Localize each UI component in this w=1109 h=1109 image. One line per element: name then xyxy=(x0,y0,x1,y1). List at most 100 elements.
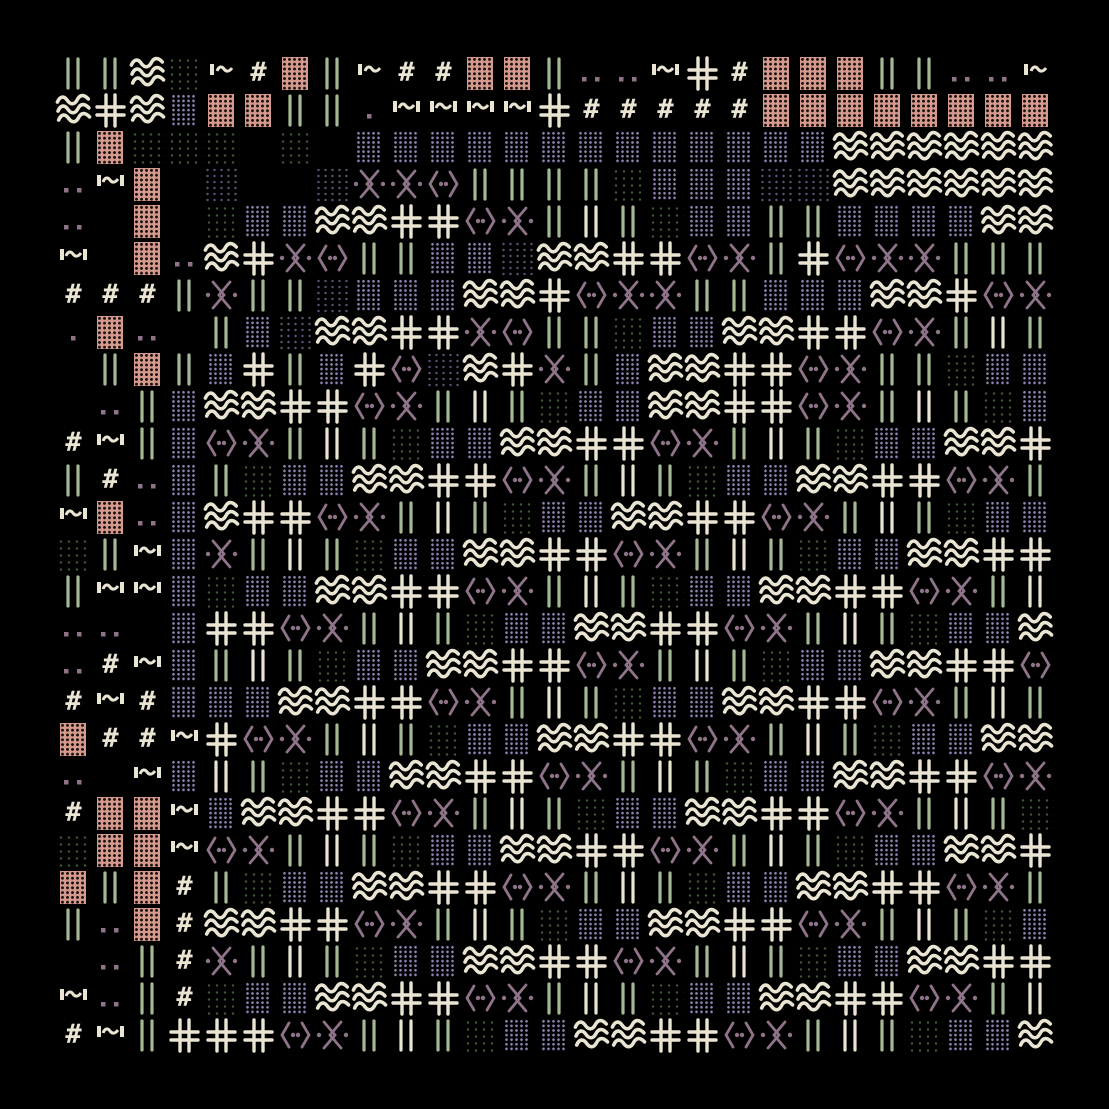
bars-glyph-green xyxy=(684,277,721,314)
dotted-block-purple xyxy=(684,684,721,721)
angle-x-glyph xyxy=(906,684,943,721)
dotted-block-purple xyxy=(980,499,1017,536)
bars-glyph-green xyxy=(277,832,314,869)
hash-cross-glyph xyxy=(240,610,277,647)
bars-glyph-cream xyxy=(462,388,499,425)
hash-cross-glyph xyxy=(92,92,129,129)
bars-glyph-green xyxy=(906,795,943,832)
angle-brackets-glyph xyxy=(869,684,906,721)
wave-glyph xyxy=(721,684,758,721)
dotted-block-pink xyxy=(203,92,240,129)
wave-glyph xyxy=(906,943,943,980)
bars-glyph-green xyxy=(203,869,240,906)
dotted-block-pink xyxy=(499,55,536,92)
wave-glyph xyxy=(943,832,980,869)
wave-glyph xyxy=(1017,203,1054,240)
dotted-block-purple xyxy=(277,462,314,499)
wave-glyph xyxy=(499,425,536,462)
bars-glyph-green xyxy=(462,499,499,536)
bars-glyph-cream xyxy=(758,832,795,869)
dotted-block-purple xyxy=(425,129,462,166)
dotted-block-purple xyxy=(277,980,314,1017)
wave-glyph xyxy=(314,314,351,351)
bars-glyph-green xyxy=(55,573,92,610)
dotted-block-purple xyxy=(869,536,906,573)
dotted-block-pink xyxy=(869,92,906,129)
quote-tilde-quote xyxy=(129,647,166,684)
hash-cross-glyph xyxy=(240,240,277,277)
bars-glyph-green xyxy=(314,55,351,92)
angle-x-glyph xyxy=(573,758,610,795)
wave-glyph xyxy=(721,314,758,351)
hash-cross-glyph xyxy=(758,795,795,832)
bars-glyph-green xyxy=(462,795,499,832)
dotfield-green xyxy=(647,203,684,240)
angle-brackets-glyph xyxy=(240,721,277,758)
angle-x-glyph xyxy=(388,166,425,203)
dotted-block-pink xyxy=(92,129,129,166)
dotted-block-pink xyxy=(277,55,314,92)
angle-x-glyph xyxy=(314,1017,351,1054)
bars-glyph-green xyxy=(1017,684,1054,721)
dotted-block-purple xyxy=(425,536,462,573)
dotted-block-purple xyxy=(758,277,795,314)
wave-glyph xyxy=(610,499,647,536)
bars-glyph-green xyxy=(92,536,129,573)
dotted-block-purple xyxy=(684,203,721,240)
dotfield-purple xyxy=(758,166,795,203)
hash-cross-glyph xyxy=(388,203,425,240)
angle-x-glyph xyxy=(499,203,536,240)
hash-cross-glyph xyxy=(906,462,943,499)
wave-glyph xyxy=(573,721,610,758)
dotted-block-purple xyxy=(388,536,425,573)
wave-glyph xyxy=(536,721,573,758)
dotfield-purple xyxy=(499,240,536,277)
wave-glyph xyxy=(610,610,647,647)
bars-glyph-green xyxy=(1017,462,1054,499)
dotted-block-purple xyxy=(203,795,240,832)
bars-glyph-green xyxy=(203,314,240,351)
dotted-block-purple xyxy=(684,573,721,610)
dotfield-green xyxy=(388,832,425,869)
wave-glyph xyxy=(462,536,499,573)
hash-cross-glyph xyxy=(573,832,610,869)
wave-glyph xyxy=(388,869,425,906)
bars-glyph-green xyxy=(906,499,943,536)
dotfield-green xyxy=(425,721,462,758)
bars-glyph-green xyxy=(240,277,277,314)
wave-glyph xyxy=(869,277,906,314)
bars-glyph-green xyxy=(351,832,388,869)
dotted-block-pink xyxy=(795,55,832,92)
bars-glyph-cream xyxy=(906,906,943,943)
hash-cross-glyph xyxy=(1017,536,1054,573)
dotted-block-purple xyxy=(795,758,832,795)
hash-cross-glyph xyxy=(684,1017,721,1054)
dotted-block-purple xyxy=(499,129,536,166)
dotted-block-pink xyxy=(129,906,166,943)
dotted-block-purple xyxy=(499,1017,536,1054)
dotted-block-purple xyxy=(240,980,277,1017)
dotted-block-pink xyxy=(92,314,129,351)
bars-glyph-green xyxy=(943,388,980,425)
bars-glyph-cream xyxy=(573,203,610,240)
hash-cross-glyph xyxy=(721,906,758,943)
angle-x-glyph xyxy=(351,499,388,536)
wave-glyph xyxy=(721,795,758,832)
dotted-block-purple xyxy=(314,869,351,906)
bars-glyph-green xyxy=(388,240,425,277)
dotted-block-pink xyxy=(1017,92,1054,129)
dotted-block-purple xyxy=(610,388,647,425)
bars-glyph-green xyxy=(388,721,425,758)
wave-glyph xyxy=(795,462,832,499)
angle-x-glyph xyxy=(462,684,499,721)
hash-char: # xyxy=(139,723,156,754)
wave-glyph xyxy=(647,351,684,388)
bars-glyph-green xyxy=(795,610,832,647)
hash-cross-glyph xyxy=(832,684,869,721)
empty-cell xyxy=(166,203,203,240)
angle-x-glyph xyxy=(1017,758,1054,795)
dotfield-green xyxy=(351,536,388,573)
dotfield-green xyxy=(980,388,1017,425)
hash-cross-glyph xyxy=(536,647,573,684)
bars-glyph-cream xyxy=(462,906,499,943)
